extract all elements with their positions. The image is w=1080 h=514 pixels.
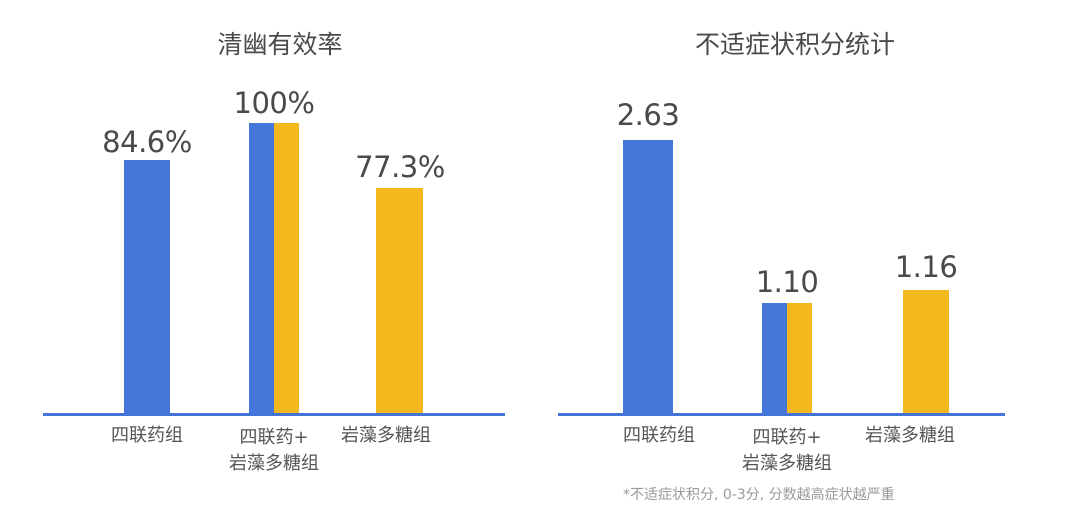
bar-yellow: [376, 188, 423, 413]
value-label: 1.10: [755, 265, 819, 299]
bar-yellow: [787, 303, 812, 413]
value-label: 1.16: [894, 250, 958, 284]
bar-yellow: [274, 123, 299, 413]
bar-blue: [124, 160, 170, 413]
category-label: 岩藻多糖组: [865, 425, 955, 446]
category-label: 四联药+: [752, 427, 822, 448]
category-label: 岩藻多糖组: [742, 453, 832, 474]
bar-blue: [623, 140, 673, 413]
footnote: *不适症状积分, 0-3分, 分数越高症状越严重: [623, 487, 895, 503]
category-label: 岩藻多糖组: [341, 425, 431, 446]
category-label: 岩藻多糖组: [229, 453, 319, 474]
value-label: 100%: [233, 86, 315, 120]
x-axis-line: [558, 413, 1005, 416]
x-axis-line: [43, 413, 505, 416]
chart-title: 不适症状积分统计: [694, 30, 895, 59]
category-label: 四联药组: [111, 425, 183, 446]
bar-blue: [249, 123, 274, 413]
value-label: 77.3%: [355, 150, 445, 184]
value-label: 2.63: [616, 98, 680, 132]
bar-yellow: [903, 290, 949, 413]
bar-blue: [762, 303, 787, 413]
category-label: 四联药+: [239, 427, 309, 448]
chart-title: 清幽有效率: [217, 30, 343, 59]
value-label: 84.6%: [102, 125, 192, 159]
category-label: 四联药组: [623, 425, 695, 446]
